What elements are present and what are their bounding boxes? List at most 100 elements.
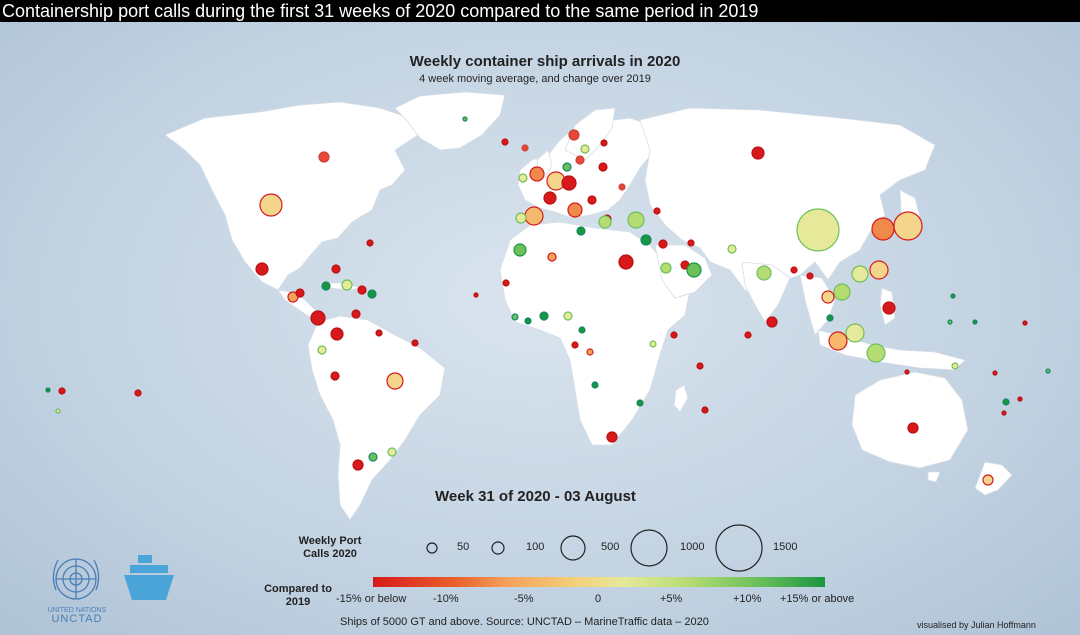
week-label: Week 31 of 2020 - 03 August [435,488,636,505]
port-bubble [543,191,557,205]
port-bubble [907,422,919,434]
port-bubble [869,260,889,280]
size-legend-circle-1500 [715,524,763,572]
port-bubble [317,345,327,355]
port-bubble [1017,396,1023,402]
source-note: Ships of 5000 GT and above. Source: UNCT… [340,616,709,628]
port-bubble [578,326,586,334]
port-bubble [727,244,737,254]
port-bubble [341,279,353,291]
port-bubble [1001,410,1007,416]
port-bubble [580,144,590,154]
india [741,261,791,323]
scandinavia [564,107,616,161]
map-title: Weekly container ship arrivals in 2020 [409,53,681,70]
port-bubble [462,116,468,122]
color-legend-label: -5% [514,593,534,605]
port-bubble [539,311,549,321]
size-legend-circles [426,524,763,572]
southeast-asia [799,274,836,336]
port-bubble [982,474,994,486]
port-bubble [701,406,709,414]
port-bubble [653,207,661,215]
size-legend-label: 500 [601,541,620,553]
port-bubble [606,431,618,443]
port-bubble [845,323,865,343]
port-bubble [352,459,364,471]
color-legend-label: +15% or above [780,593,855,605]
port-bubble [501,138,509,146]
greenland [394,91,506,151]
tasmania [927,471,941,483]
port-bubble [511,313,519,321]
window-title: Containership port calls during the firs… [2,1,759,21]
port-bubble [744,331,752,339]
port-bubble [670,331,678,339]
port-bubble [591,381,599,389]
port-bubble [331,264,341,274]
port-bubble [524,317,532,325]
port-bubble [366,239,374,247]
port-bubble [295,288,305,298]
port-bubble [1002,398,1010,406]
port-bubble [310,310,326,326]
port-bubble [134,389,142,397]
port-bubble [598,215,612,229]
south-america [307,315,446,521]
port-bubble [627,211,645,229]
asia [639,107,936,301]
port-bubble [618,183,626,191]
port-bubble [562,162,572,172]
port-bubble [515,212,527,224]
port-bubble [636,399,644,407]
port-bubble [1022,320,1028,326]
port-bubble [330,371,340,381]
map-subtitle: 4 week moving average, and change over 2… [419,73,651,85]
port-bubble [640,234,652,246]
port-bubble [330,327,344,341]
size-legend-label: 1500 [773,541,798,553]
port-bubble [790,266,798,274]
port-bubble [368,452,378,462]
port-bubble [529,166,545,182]
port-bubble [806,272,814,280]
port-bubble [561,175,577,191]
un-line: UNITED NATIONS [47,607,107,614]
port-bubble [45,387,51,393]
new-zealand [974,461,1013,496]
port-bubble [600,139,608,147]
port-bubble [575,155,585,165]
port-bubble [951,362,959,370]
unctad-line: UNCTAD [51,613,103,625]
port-bubble [357,285,367,295]
port-bubble [563,311,573,321]
port-bubble [751,146,765,160]
port-bubble [851,265,869,283]
port-bubble [696,362,704,370]
port-bubble [321,281,331,291]
madagascar [673,384,689,413]
port-bubble [58,387,66,395]
port-bubble [568,129,580,141]
size-legend-circle-100 [491,541,505,555]
port-bubble [658,239,668,249]
australia [851,371,969,469]
port-bubble [386,372,404,390]
port-bubble [567,202,583,218]
color-legend-label: +5% [660,593,683,605]
ship-icon [124,555,174,600]
size-legend-circle-1000 [630,529,668,567]
port-bubble [1045,368,1051,374]
port-bubble [828,331,848,351]
port-bubble [318,151,330,163]
port-bubble [871,217,895,241]
size-legend-label: 100 [526,541,545,553]
port-bubble [598,162,608,172]
arabia [654,244,713,299]
credit-note: visualised by Julian Hoffmann [917,620,1036,630]
port-bubble [351,309,361,319]
port-bubble [904,369,910,375]
port-bubble [587,195,597,205]
port-bubble [950,293,956,299]
